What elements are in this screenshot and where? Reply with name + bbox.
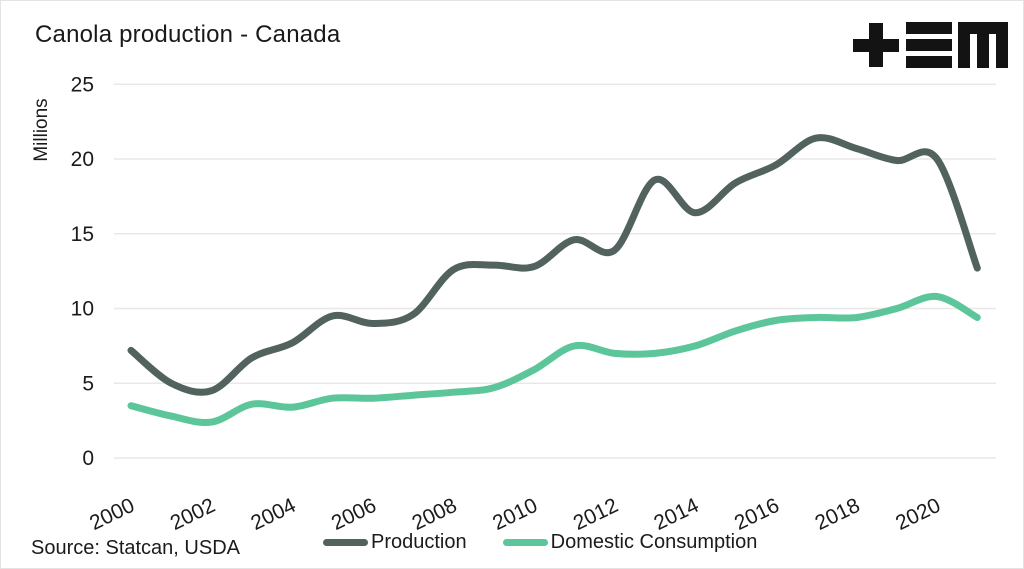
- y-tick-label: 10: [71, 298, 94, 321]
- logo-bars-icon: [906, 22, 952, 68]
- x-tick-label: 2002: [167, 494, 219, 535]
- x-tick-label: 2020: [892, 494, 944, 535]
- y-tick-label: 5: [82, 372, 94, 395]
- y-tick-label: 0: [82, 447, 94, 470]
- legend: Production Domestic Consumption: [323, 531, 757, 554]
- tem-logo: [853, 22, 1008, 68]
- domestic-consumption-line-swatch: [502, 539, 548, 546]
- production-line-swatch: [323, 539, 368, 546]
- legend-item-production: Production: [323, 531, 467, 554]
- x-tick-label: 2010: [489, 494, 541, 535]
- x-tick-label: 2000: [86, 494, 138, 535]
- x-tick-label: 2008: [409, 494, 461, 535]
- y-tick-label: 20: [71, 148, 94, 171]
- x-tick-label: 2014: [650, 494, 702, 535]
- x-tick-label: 2016: [731, 494, 783, 535]
- x-tick-label: 2004: [247, 494, 299, 535]
- logo-plus-icon: [853, 23, 899, 67]
- x-tick-label: 2012: [570, 494, 622, 535]
- y-tick-label: 25: [71, 73, 94, 96]
- source-text: Source: Statcan, USDA: [31, 537, 240, 559]
- legend-label-production: Production: [371, 531, 467, 553]
- y-tick-label: 15: [71, 223, 94, 246]
- y-axis-label: Millions: [31, 98, 52, 161]
- logo-m-icon: [958, 22, 1008, 68]
- production-line: [127, 134, 981, 396]
- chart-title: Canola production - Canada: [35, 21, 341, 48]
- domestic-consumption-line: [127, 292, 981, 427]
- x-tick-label: 2018: [812, 494, 864, 535]
- legend-label-domestic-consumption: Domestic Consumption: [550, 531, 758, 553]
- legend-item-domestic-consumption: Domestic Consumption: [502, 531, 758, 554]
- x-tick-label: 2006: [328, 494, 380, 535]
